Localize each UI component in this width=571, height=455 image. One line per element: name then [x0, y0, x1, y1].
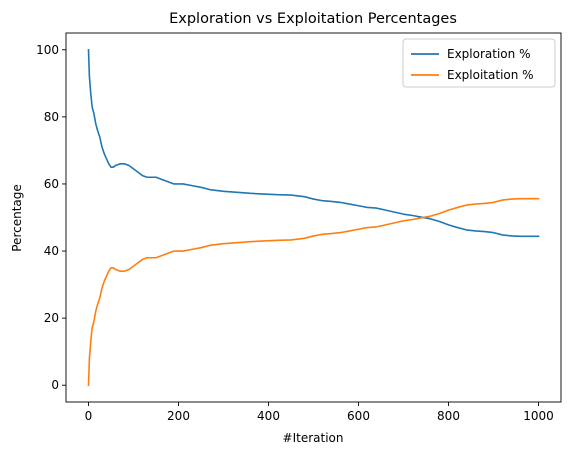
- y-tick-label: 80: [44, 110, 59, 124]
- x-tick-label: 200: [167, 409, 190, 423]
- y-tick-label: 60: [44, 177, 59, 191]
- y-tick-label: 40: [44, 244, 59, 258]
- y-tick-label: 0: [51, 378, 59, 392]
- y-tick-label: 20: [44, 311, 59, 325]
- x-tick-label: 400: [257, 409, 280, 423]
- series-line-exploitation: [87, 197, 540, 387]
- plot-area: 0 200 400 600 800 1000 0 20 40 60 80 100: [36, 32, 562, 423]
- legend-label: Exploitation %: [447, 68, 534, 82]
- legend: Exploration % Exploitation %: [402, 38, 556, 88]
- x-tick-label: 1000: [523, 409, 554, 423]
- axes-frame: [65, 32, 562, 403]
- x-tick-label: 600: [347, 409, 370, 423]
- x-tick-label: 0: [85, 409, 93, 423]
- x-tick-label: 800: [437, 409, 460, 423]
- y-axis-title: Percentage: [10, 184, 24, 252]
- legend-box: [402, 38, 556, 88]
- series-line-exploration: [87, 48, 540, 238]
- chart-title: Exploration vs Exploitation Percentages: [169, 11, 457, 27]
- x-axis-title: #Iteration: [283, 431, 344, 445]
- y-tick-label: 100: [36, 43, 59, 57]
- legend-label: Exploration %: [447, 47, 530, 61]
